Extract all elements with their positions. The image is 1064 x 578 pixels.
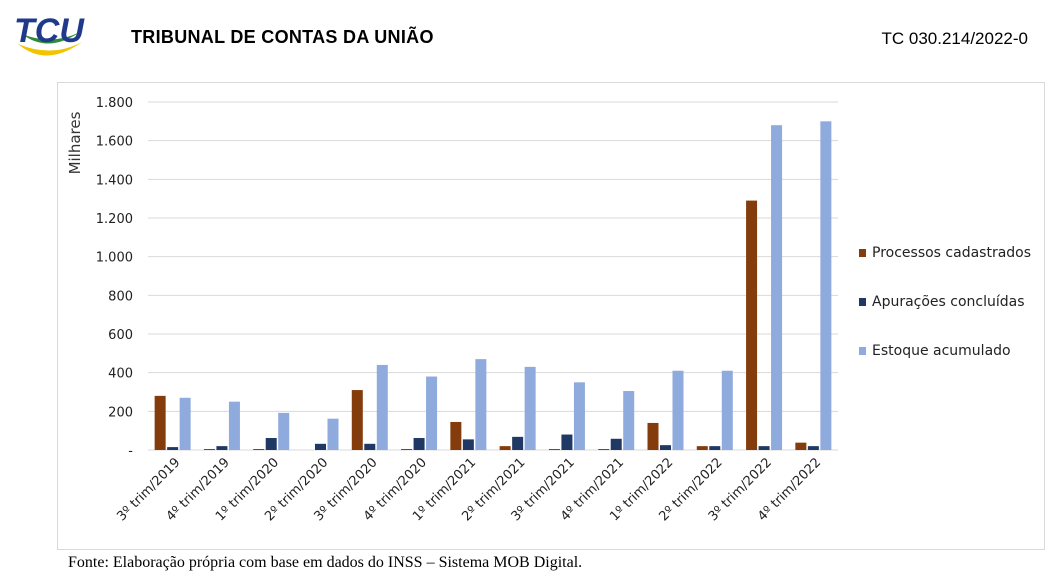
legend-label: Estoque acumulado: [872, 343, 1011, 359]
legend-swatch: [859, 298, 866, 306]
bar-estoque: [475, 359, 487, 450]
bar-estoque: [573, 382, 585, 450]
bar-processos: [401, 449, 413, 450]
bar-processos: [450, 421, 462, 450]
y-tick-label: -: [128, 444, 133, 459]
bar-processos: [253, 449, 265, 450]
y-tick-label: 1.600: [96, 135, 133, 150]
chart-container: - 200 400 600 800 1.000 1.200 1.400 1.600 1.800 M…: [57, 82, 1045, 550]
y-tick-label: 800: [108, 289, 133, 304]
bar-estoque: [426, 376, 438, 450]
bar-processos: [154, 395, 166, 450]
y-tick-label: 400: [108, 367, 133, 382]
y-tick-label: 1.200: [96, 212, 133, 227]
bar-estoque: [376, 364, 388, 450]
bar-chart: - 200 400 600 800 1.000 1.200 1.400 1.600 1.800 M…: [66, 96, 838, 524]
bar-apuracoes: [709, 446, 721, 450]
bar-apuracoes: [758, 446, 770, 450]
legend-label: Processos cadastrados: [872, 245, 1032, 261]
bar-processos: [795, 442, 807, 450]
bar-processos: [647, 422, 659, 450]
bar-apuracoes: [364, 443, 376, 450]
y-axis-label: Milhares: [66, 111, 84, 174]
bar-estoque: [623, 391, 635, 450]
legend-swatch: [859, 249, 866, 257]
bar-processos: [746, 200, 758, 450]
bar-apuracoes: [660, 445, 671, 450]
tcu-logo: TCU: [14, 12, 85, 56]
logo-text: TCU: [14, 12, 85, 50]
bar-apuracoes: [265, 438, 277, 450]
y-tick-label: 200: [108, 405, 133, 420]
bar-estoque: [179, 397, 191, 450]
legend-item-processos: Processos cadastrados: [859, 245, 1031, 261]
legend-item-estoque: Estoque acumulado: [859, 343, 1011, 359]
bar-processos: [548, 449, 560, 450]
legend-swatch: [859, 347, 866, 355]
figure-caption: Fonte: Elaboração própria com base em da…: [68, 554, 583, 571]
bar-estoque: [721, 370, 733, 450]
bar-processos: [351, 390, 363, 450]
bar-processos: [499, 446, 511, 450]
bar-apuracoes: [315, 443, 326, 450]
bar-estoque: [278, 412, 290, 450]
org-name: TRIBUNAL DE CONTAS DA UNIÃO: [131, 27, 434, 47]
y-tick-label: 600: [108, 328, 133, 343]
document-number: TC 030.214/2022-0: [881, 29, 1029, 48]
logo-swoosh-green: [22, 32, 80, 44]
bar-apuracoes: [807, 446, 819, 450]
y-tick-label: 1.000: [96, 251, 133, 266]
bar-estoque: [327, 418, 339, 450]
bar-apuracoes: [216, 446, 228, 450]
legend-label: Apurações concluídas: [872, 294, 1025, 310]
bar-estoque: [228, 401, 240, 450]
bar-processos: [203, 449, 215, 450]
bar-apuracoes: [610, 438, 622, 450]
bar-apuracoes: [462, 439, 474, 450]
bars: [154, 121, 832, 451]
document-header: TCU TRIBUNAL DE CONTAS DA UNIÃO TC 030.2…: [0, 0, 1064, 70]
bar-apuracoes: [561, 434, 573, 450]
bar-estoque: [771, 125, 783, 450]
bar-apuracoes: [413, 438, 425, 450]
gridlines: [148, 101, 838, 451]
bar-apuracoes: [167, 447, 179, 450]
y-tick-label: 1.400: [96, 173, 133, 188]
legend-item-apuracoes: Apurações concluídas: [859, 294, 1025, 310]
y-axis-ticks: - 200 400 600 800 1.000 1.200 1.400 1.600 1.800: [96, 96, 134, 459]
bar-estoque: [820, 121, 832, 451]
bar-apuracoes: [512, 436, 524, 450]
bar-processos: [696, 446, 708, 450]
bar-estoque: [524, 366, 536, 450]
y-tick-label: 1.800: [96, 96, 133, 111]
bar-estoque: [672, 370, 684, 450]
logo-swoosh-yellow: [18, 42, 82, 56]
bar-processos: [598, 449, 610, 450]
